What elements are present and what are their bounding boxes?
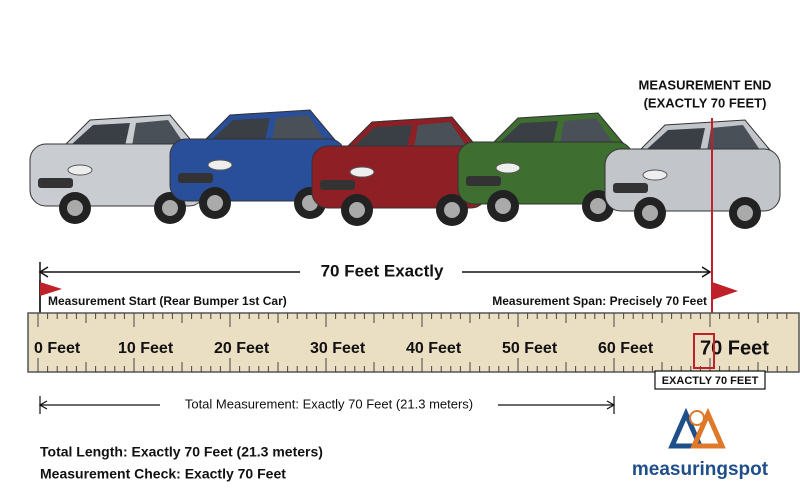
- car: [29, 114, 206, 224]
- car-grille: [466, 176, 501, 186]
- car-grille: [613, 183, 648, 193]
- ruler-mark-label: 30 Feet: [310, 340, 366, 357]
- car: [169, 109, 346, 219]
- summary-line: Measurement Check: Exactly 70 Feet: [40, 466, 286, 482]
- car-window: [272, 115, 325, 141]
- car-window: [560, 118, 613, 144]
- span-title: 70 Feet Exactly: [321, 261, 444, 280]
- car-window: [500, 121, 558, 144]
- rim: [67, 200, 83, 216]
- ruler-mark-label: 0 Feet: [34, 340, 81, 357]
- rim: [162, 200, 178, 216]
- car-window: [354, 125, 412, 148]
- ruler-mark-label: 20 Feet: [214, 340, 270, 357]
- car-window: [212, 118, 270, 141]
- span-arrow: [38, 262, 712, 282]
- car: [311, 116, 488, 226]
- car-light: [207, 159, 233, 171]
- rim: [495, 198, 511, 214]
- end-highlight: [693, 333, 715, 369]
- ruler-ticks: [37, 313, 788, 372]
- car-grille: [178, 173, 213, 183]
- start-label: Measurement Start (Rear Bumper 1st Car): [48, 294, 287, 308]
- end-box: [654, 370, 766, 390]
- start-flag: [39, 280, 62, 318]
- total-arrow: [38, 396, 616, 414]
- ruler-mark-label: 60 Feet: [598, 340, 654, 357]
- logo-text: measuringspot: [632, 459, 769, 480]
- rim: [642, 205, 658, 221]
- rim: [349, 202, 365, 218]
- end-label: MEASUREMENT END: [639, 77, 772, 92]
- rim: [590, 198, 606, 214]
- rim: [207, 195, 223, 211]
- car-window: [72, 123, 130, 146]
- summary-line: Total Length: Exactly 70 Feet (21.3 mete…: [40, 444, 323, 460]
- span-label: Measurement Span: Precisely 70 Feet: [492, 294, 707, 308]
- end-label: (EXACTLY 70 FEET): [644, 95, 767, 110]
- logo-icon: [668, 407, 726, 449]
- car-grille: [38, 178, 73, 188]
- car-light: [495, 162, 521, 174]
- ruler-mark-label: 40 Feet: [406, 340, 462, 357]
- car-window: [707, 125, 760, 151]
- car-light: [67, 164, 93, 176]
- car: [457, 112, 634, 222]
- car-window: [132, 120, 185, 146]
- car-body: [604, 148, 781, 212]
- rim: [737, 205, 753, 221]
- ruler: [27, 312, 800, 373]
- end-flag: [712, 282, 738, 300]
- ruler-mark-label: 70 Feet: [700, 337, 769, 359]
- car-grille: [320, 180, 355, 190]
- car-light: [642, 169, 668, 181]
- car: [604, 119, 781, 229]
- rim: [444, 202, 460, 218]
- end-box-label: EXACTLY 70 FEET: [662, 375, 759, 387]
- ruler-mark-label: 50 Feet: [502, 340, 558, 357]
- car-light: [349, 166, 375, 178]
- car-window: [647, 128, 705, 151]
- car-window: [414, 122, 467, 148]
- cars: [29, 109, 781, 229]
- ruler-mark-label: 10 Feet: [118, 340, 174, 357]
- total-label: Total Measurement: Exactly 70 Feet (21.3…: [185, 396, 473, 411]
